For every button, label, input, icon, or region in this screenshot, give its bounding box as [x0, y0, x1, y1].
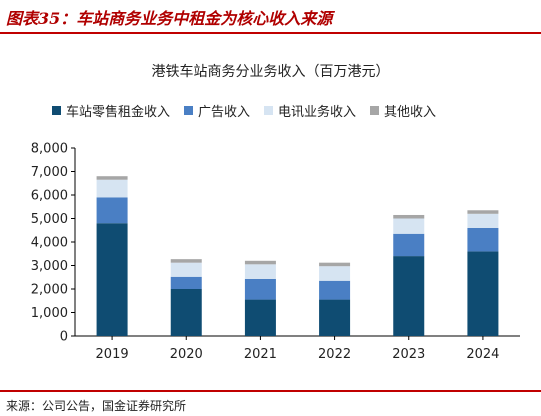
- x-tick-label: 2022: [318, 347, 351, 362]
- y-tick-label: 7,000: [31, 165, 68, 180]
- bar-segment-advertising: [170, 276, 202, 289]
- bar-segment-advertising: [96, 197, 128, 224]
- y-tick-label: 2,000: [31, 283, 68, 298]
- bar-segment-telecom: [96, 179, 128, 198]
- legend-item-rent: 车站零售租金收入: [52, 101, 170, 120]
- y-tick-label: 5,000: [31, 212, 68, 227]
- bar-segment-rent: [170, 289, 202, 336]
- bar-segment-telecom: [170, 262, 202, 277]
- bar-segment-telecom: [319, 266, 351, 281]
- legend-item-telecom: 电讯业务收入: [264, 101, 356, 120]
- y-tick-label: 6,000: [31, 189, 68, 204]
- bar-segment-other: [393, 214, 425, 219]
- figure-title: 图表35：车站商务业务中租金为核心收入来源: [6, 9, 333, 28]
- x-tick-label: 2023: [392, 347, 425, 362]
- bar-segment-rent: [393, 256, 425, 336]
- y-tick-label: 1,000: [31, 306, 68, 321]
- bar-segment-advertising: [393, 233, 425, 257]
- bar-segment-rent: [244, 299, 276, 336]
- x-tick-label: 2020: [170, 347, 203, 362]
- chart-title: 港铁车站商务分业务收入（百万港元）: [151, 64, 390, 80]
- y-tick-label: 3,000: [31, 259, 68, 274]
- legend-label-advertising: 广告收入: [198, 105, 251, 120]
- bar-segment-rent: [467, 251, 499, 336]
- figure-footer: 来源：公司公告，国金证券研究所: [0, 390, 541, 416]
- figure-header: 图表35：车站商务业务中租金为核心收入来源: [0, 0, 541, 34]
- bar-segment-advertising: [244, 278, 276, 300]
- x-tick-label: 2021: [244, 347, 277, 362]
- legend-label-rent: 车站零售租金收入: [66, 105, 171, 120]
- source-note: 来源：公司公告，国金证券研究所: [6, 399, 187, 413]
- bar-segment-telecom: [244, 264, 276, 279]
- bar-segment-other: [319, 262, 351, 267]
- legend-item-other: 其他收入: [370, 101, 436, 120]
- bar-segment-other: [170, 259, 202, 263]
- bar-segment-rent: [96, 223, 128, 336]
- legend-label-telecom: 电讯业务收入: [278, 105, 357, 120]
- x-tick-label: 2019: [96, 347, 129, 362]
- bar-segment-rent: [319, 299, 351, 336]
- legend-swatch-other: [370, 106, 380, 115]
- bar-segment-other: [96, 176, 128, 180]
- bar-segment-advertising: [467, 227, 499, 252]
- y-tick-label: 4,000: [31, 236, 68, 251]
- legend-item-advertising: 广告收入: [184, 101, 250, 120]
- y-tick-label: 8,000: [31, 142, 68, 157]
- legend-swatch-rent: [52, 106, 61, 115]
- bar-segment-advertising: [319, 280, 351, 300]
- bar-segment-other: [467, 210, 499, 214]
- bar-segment-telecom: [467, 213, 499, 228]
- legend-label-other: 其他收入: [384, 105, 437, 120]
- bar-segment-telecom: [393, 218, 425, 234]
- legend-swatch-telecom: [264, 106, 274, 115]
- y-tick-label: 0: [60, 330, 68, 345]
- x-tick-label: 2024: [466, 347, 499, 362]
- chart-legend: 车站零售租金收入 广告收入 电讯业务收入 其他收入: [52, 101, 436, 120]
- bar-segment-other: [244, 260, 276, 265]
- legend-swatch-advertising: [184, 106, 194, 115]
